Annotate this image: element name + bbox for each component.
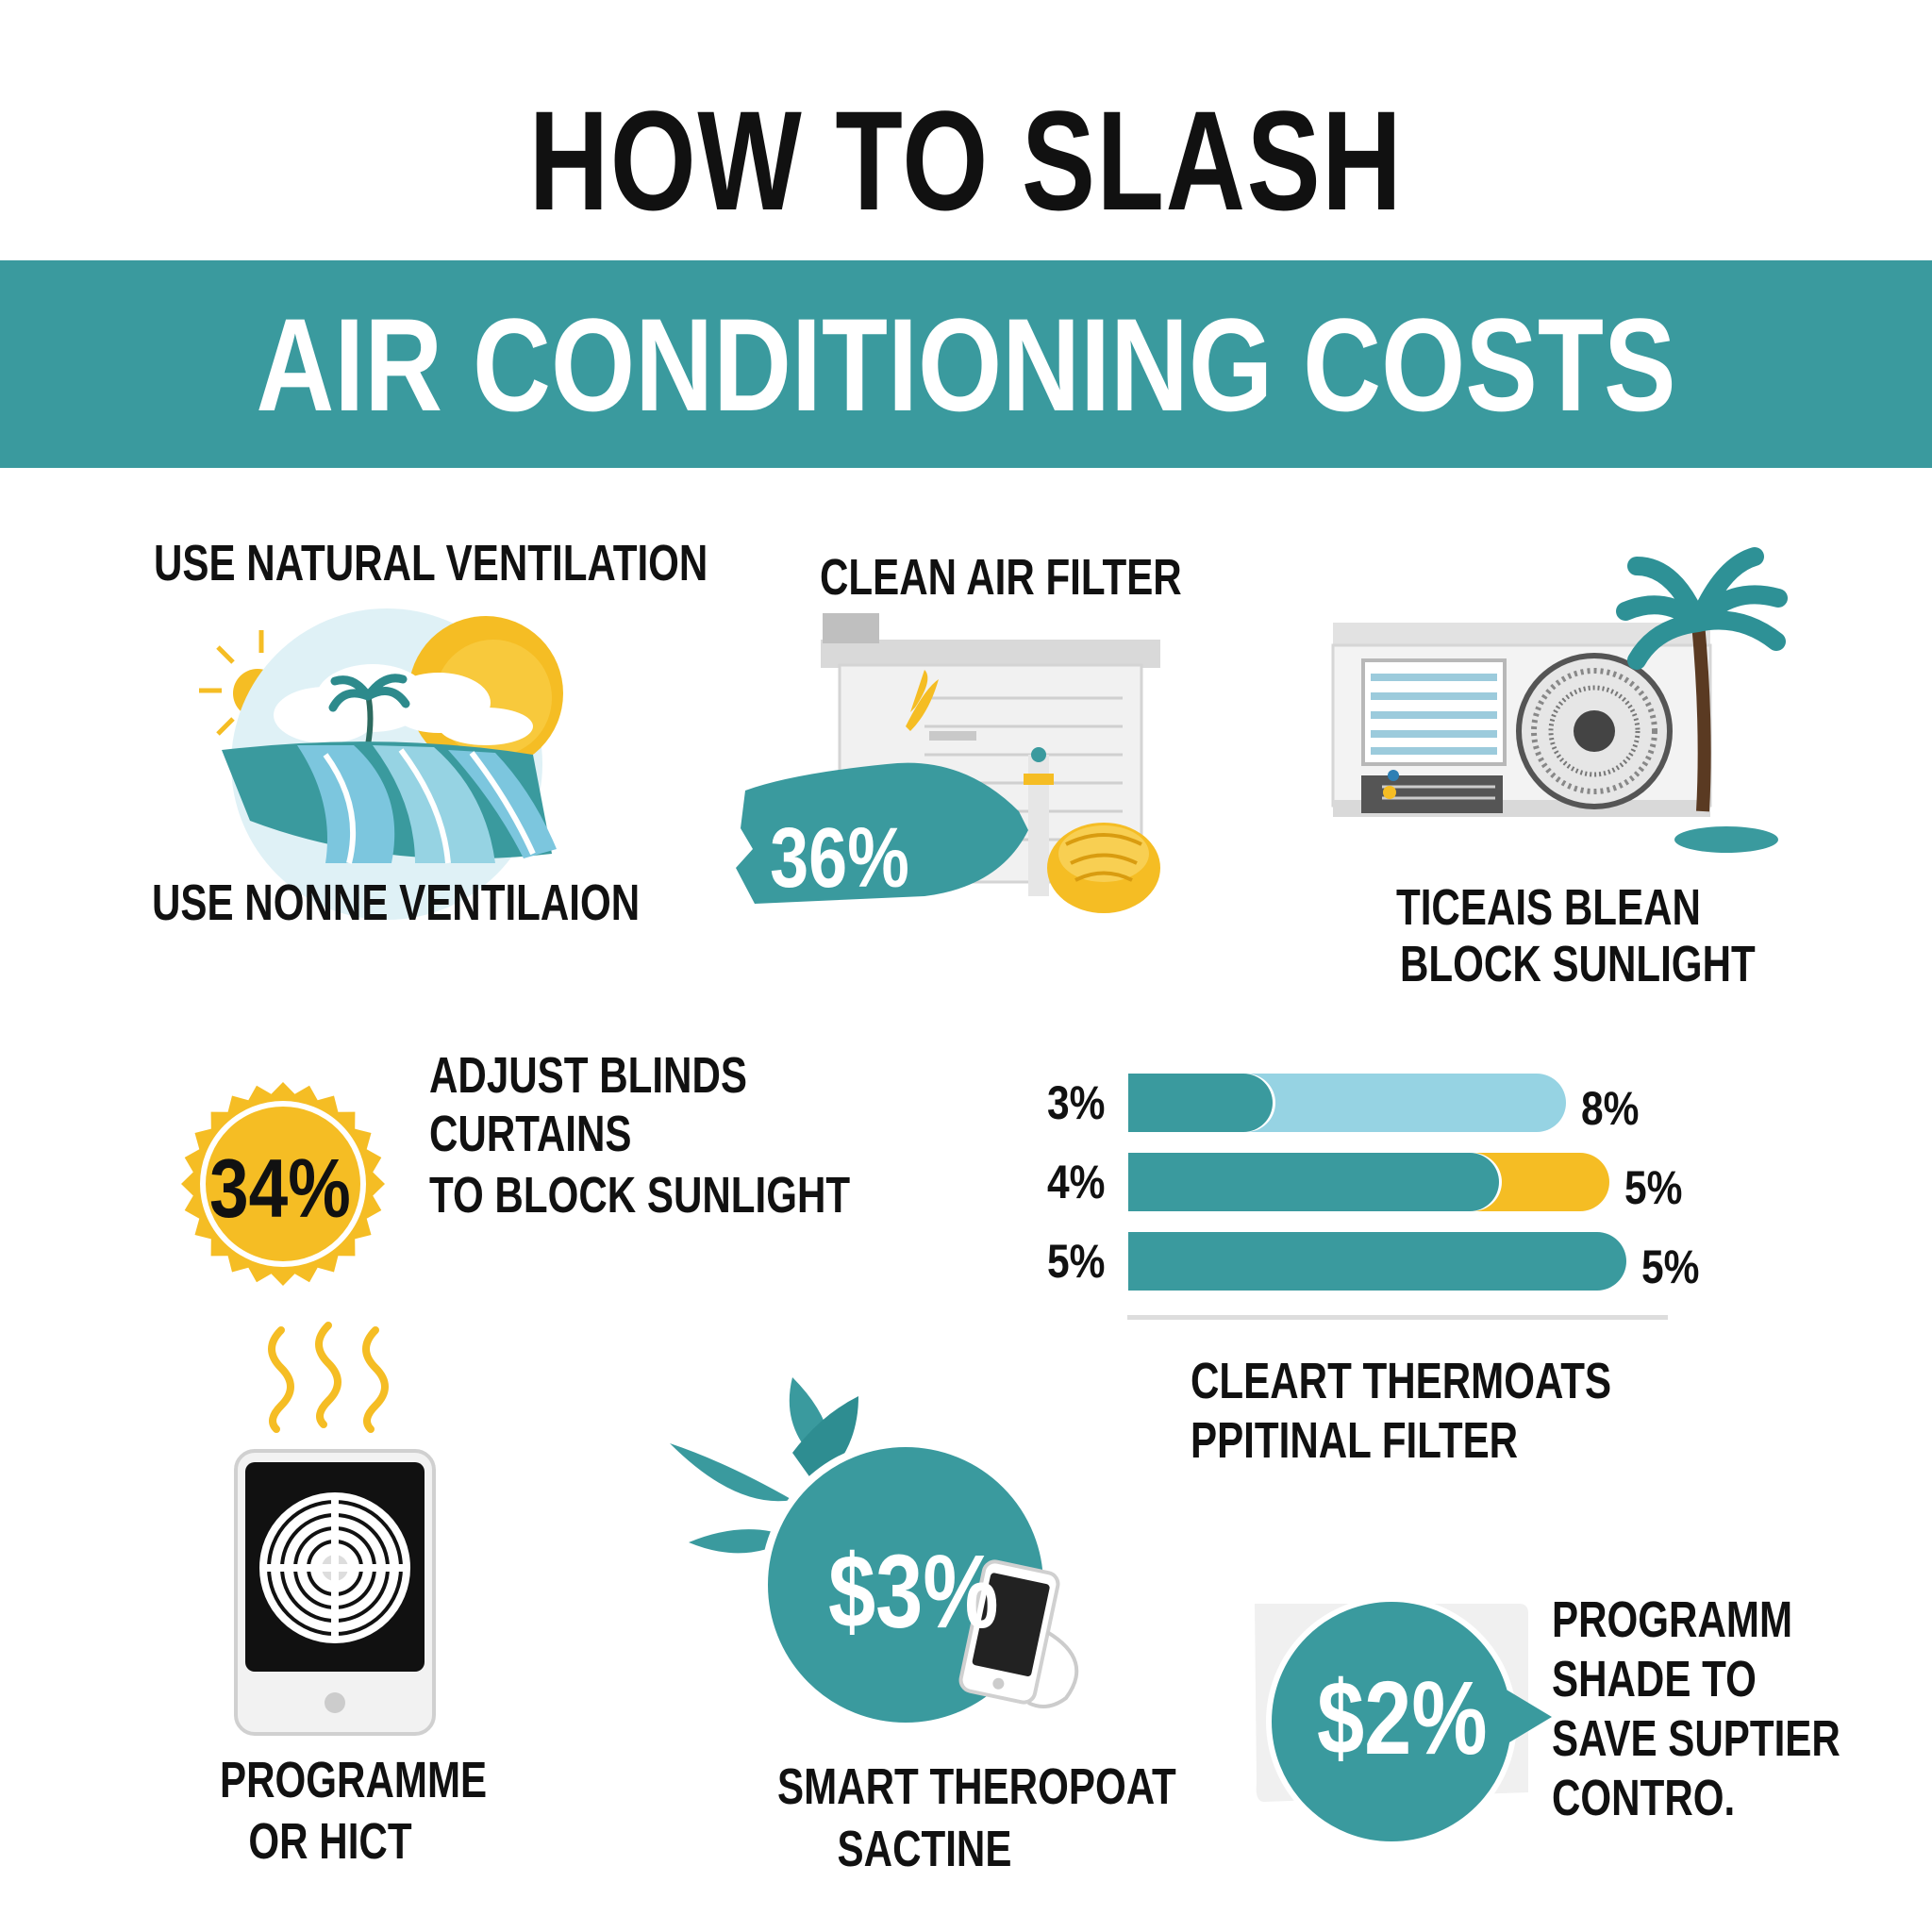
- bar-left-label: 3%: [1047, 1076, 1106, 1129]
- clean-filter-badge: 36%: [770, 811, 909, 906]
- seal-badge-icon: [181, 1082, 385, 1286]
- adjust-blinds-line-1: ADJUST BLINDS: [429, 1047, 747, 1104]
- smart-thermostat-line-2: SACTINE: [837, 1821, 1012, 1877]
- bar-chart-baseline: [1127, 1315, 1668, 1320]
- heater-fan-icon: [234, 1322, 436, 1736]
- programme-line-1: PROGRAMME: [220, 1752, 488, 1808]
- bar-right-label: 5%: [1624, 1161, 1683, 1214]
- bar-primary-segment: [1128, 1232, 1626, 1291]
- bar-primary-segment: [1128, 1153, 1499, 1211]
- speech-bubble-icon: [1255, 1596, 1552, 1847]
- block-sunlight-caption-1: TICEAIS BLEAN: [1396, 879, 1701, 936]
- bar-chart-caption-2: PPITINAL FILTER: [1191, 1412, 1519, 1469]
- natural-ventilation-caption: USE NONNE VENTILAION: [152, 874, 641, 931]
- smart-thermostat-line-1: SMART THEROPOAT: [777, 1758, 1176, 1815]
- air-filter-cleaning-icon: [736, 613, 1160, 913]
- clean-filter-heading: CLEAN AIR FILTER: [820, 549, 1182, 606]
- programm-shade-badge: $2%: [1317, 1660, 1488, 1776]
- programme-line-2: OR HICT: [248, 1813, 412, 1870]
- bar-right-label: 5%: [1641, 1241, 1700, 1293]
- title-line-1: HOW TO SLASH: [528, 81, 1404, 240]
- programm-shade-line-4: CONTRO.: [1552, 1770, 1736, 1826]
- bar-chart-caption-1: CLEART THERMOATS: [1191, 1353, 1612, 1409]
- ac-unit-palm-icon: [1331, 547, 1788, 853]
- smart-thermostat-badge: $3%: [828, 1534, 999, 1650]
- adjust-blinds-line-2: CURTAINS: [429, 1106, 632, 1162]
- smartphone-leaf-icon: [670, 1377, 1079, 1730]
- adjust-blinds-badge: 34%: [209, 1141, 351, 1235]
- bar-left-label: 4%: [1047, 1156, 1106, 1208]
- adjust-blinds-line-3: TO BLOCK SUNLIGHT: [429, 1167, 851, 1224]
- bar-primary-segment: [1128, 1074, 1273, 1132]
- title-banner: AIR CONDITIONING COSTS: [0, 260, 1932, 468]
- programm-shade-line-2: SHADE TO: [1552, 1651, 1757, 1707]
- programm-shade-line-1: PROGRAMM: [1552, 1591, 1793, 1648]
- title-line-2: AIR CONDITIONING COSTS: [256, 291, 1676, 439]
- bar-left-label: 5%: [1047, 1235, 1106, 1288]
- programm-shade-line-3: SAVE SUPTIER: [1552, 1710, 1840, 1767]
- beach-sun-wave-icon: [199, 608, 563, 920]
- natural-ventilation-heading: USE NATURAL VENTILATION: [154, 535, 708, 591]
- block-sunlight-caption-2: BLOCK SUNLIGHT: [1400, 936, 1756, 992]
- bar-right-label: 8%: [1581, 1082, 1640, 1135]
